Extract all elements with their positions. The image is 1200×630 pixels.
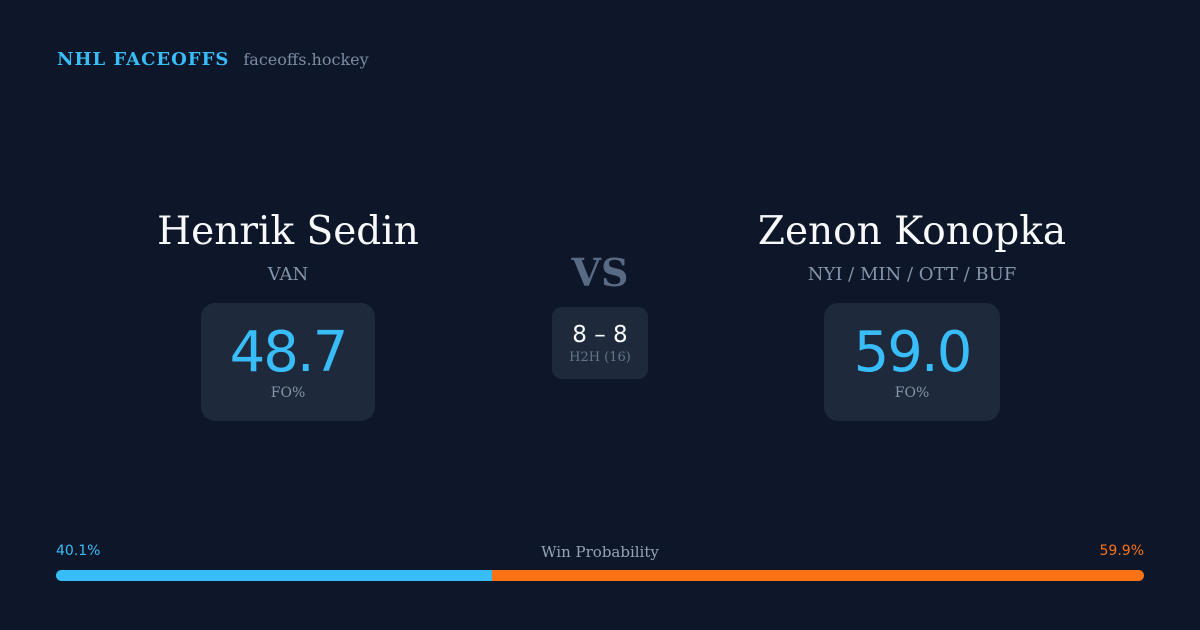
player-b-fo-label: FO% <box>894 385 930 401</box>
player-b: Zenon Konopka NYI / MIN / OTT / BUF 59.0… <box>702 206 1122 421</box>
player-b-fo-card: 59.0 FO% <box>824 303 1000 421</box>
player-b-team: NYI / MIN / OTT / BUF <box>807 264 1017 285</box>
win-prob-b: 59.9% <box>1099 543 1144 559</box>
player-a: Henrik Sedin VAN 48.7 FO% <box>78 206 498 421</box>
win-prob-bar-b <box>492 570 1144 581</box>
player-a-fo-card: 48.7 FO% <box>201 303 375 421</box>
win-prob-bar <box>56 570 1144 581</box>
player-b-name: Zenon Konopka <box>757 209 1067 254</box>
h2h-label: H2H (16) <box>569 349 631 365</box>
site-link[interactable]: faceoffs.hockey <box>243 50 369 69</box>
player-b-fo-pct: 59.0 <box>853 320 973 385</box>
h2h-card: 8 – 8 H2H (16) <box>552 307 648 379</box>
win-probability: 40.1% Win Probability 59.9% <box>56 543 1144 581</box>
player-a-team: VAN <box>267 264 309 285</box>
win-prob-title: Win Probability <box>541 543 659 561</box>
player-a-fo-label: FO% <box>270 385 306 401</box>
win-prob-bar-a <box>56 570 493 581</box>
brand-title: NHL FACEOFFS <box>57 49 230 70</box>
h2h-score: 8 – 8 <box>572 321 628 348</box>
player-a-name: Henrik Sedin <box>157 209 419 254</box>
vs-label: VS <box>571 250 629 295</box>
brand: NHL FACEOFFS faceoffs.hockey <box>57 49 369 70</box>
player-a-fo-pct: 48.7 <box>229 320 349 385</box>
win-prob-a: 40.1% <box>56 543 101 559</box>
